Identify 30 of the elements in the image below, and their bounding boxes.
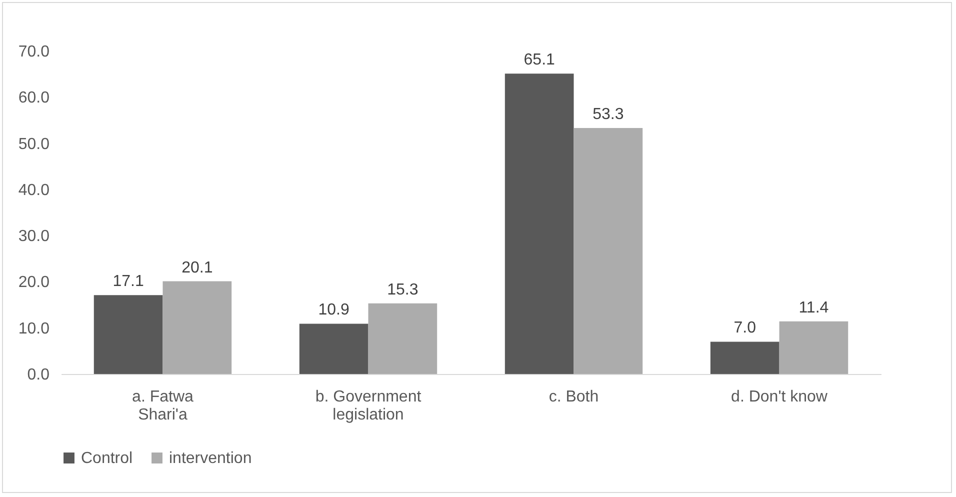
data-label: 17.1 bbox=[112, 273, 144, 290]
data-label: 15.3 bbox=[387, 281, 418, 298]
x-tick-label: b. Government legislation bbox=[315, 388, 422, 424]
y-tick-label: 40.0 bbox=[18, 182, 50, 199]
y-tick-label: 20.0 bbox=[18, 274, 50, 292]
y-tick-label: 30.0 bbox=[18, 228, 50, 246]
y-tick-label: 0.0 bbox=[27, 366, 50, 384]
bar bbox=[94, 295, 163, 374]
bar bbox=[368, 303, 438, 374]
data-label: 11.4 bbox=[798, 299, 829, 316]
x-tick-label: a. Fatwa Shari'a bbox=[132, 388, 194, 424]
data-label: 20.1 bbox=[182, 259, 213, 276]
data-label: 53.3 bbox=[592, 106, 624, 124]
legend-label: Control bbox=[81, 450, 133, 467]
x-tick-label: d. Don't know bbox=[731, 388, 828, 406]
data-label: 10.9 bbox=[318, 302, 350, 319]
bar bbox=[299, 324, 368, 374]
bar bbox=[574, 128, 643, 374]
bar bbox=[162, 281, 232, 374]
y-tick-label: 10.0 bbox=[18, 320, 50, 338]
bar bbox=[710, 342, 780, 374]
y-tick-label: 70.0 bbox=[18, 44, 50, 60]
y-tick-label: 60.0 bbox=[18, 90, 50, 107]
y-tick-label: 50.0 bbox=[18, 136, 50, 153]
data-label: 65.1 bbox=[524, 52, 556, 69]
bar bbox=[779, 321, 848, 374]
x-tick-label: c. Both bbox=[548, 388, 599, 406]
data-label: 7.0 bbox=[734, 320, 756, 337]
legend-label: intervention bbox=[169, 450, 252, 467]
bar bbox=[504, 74, 574, 374]
